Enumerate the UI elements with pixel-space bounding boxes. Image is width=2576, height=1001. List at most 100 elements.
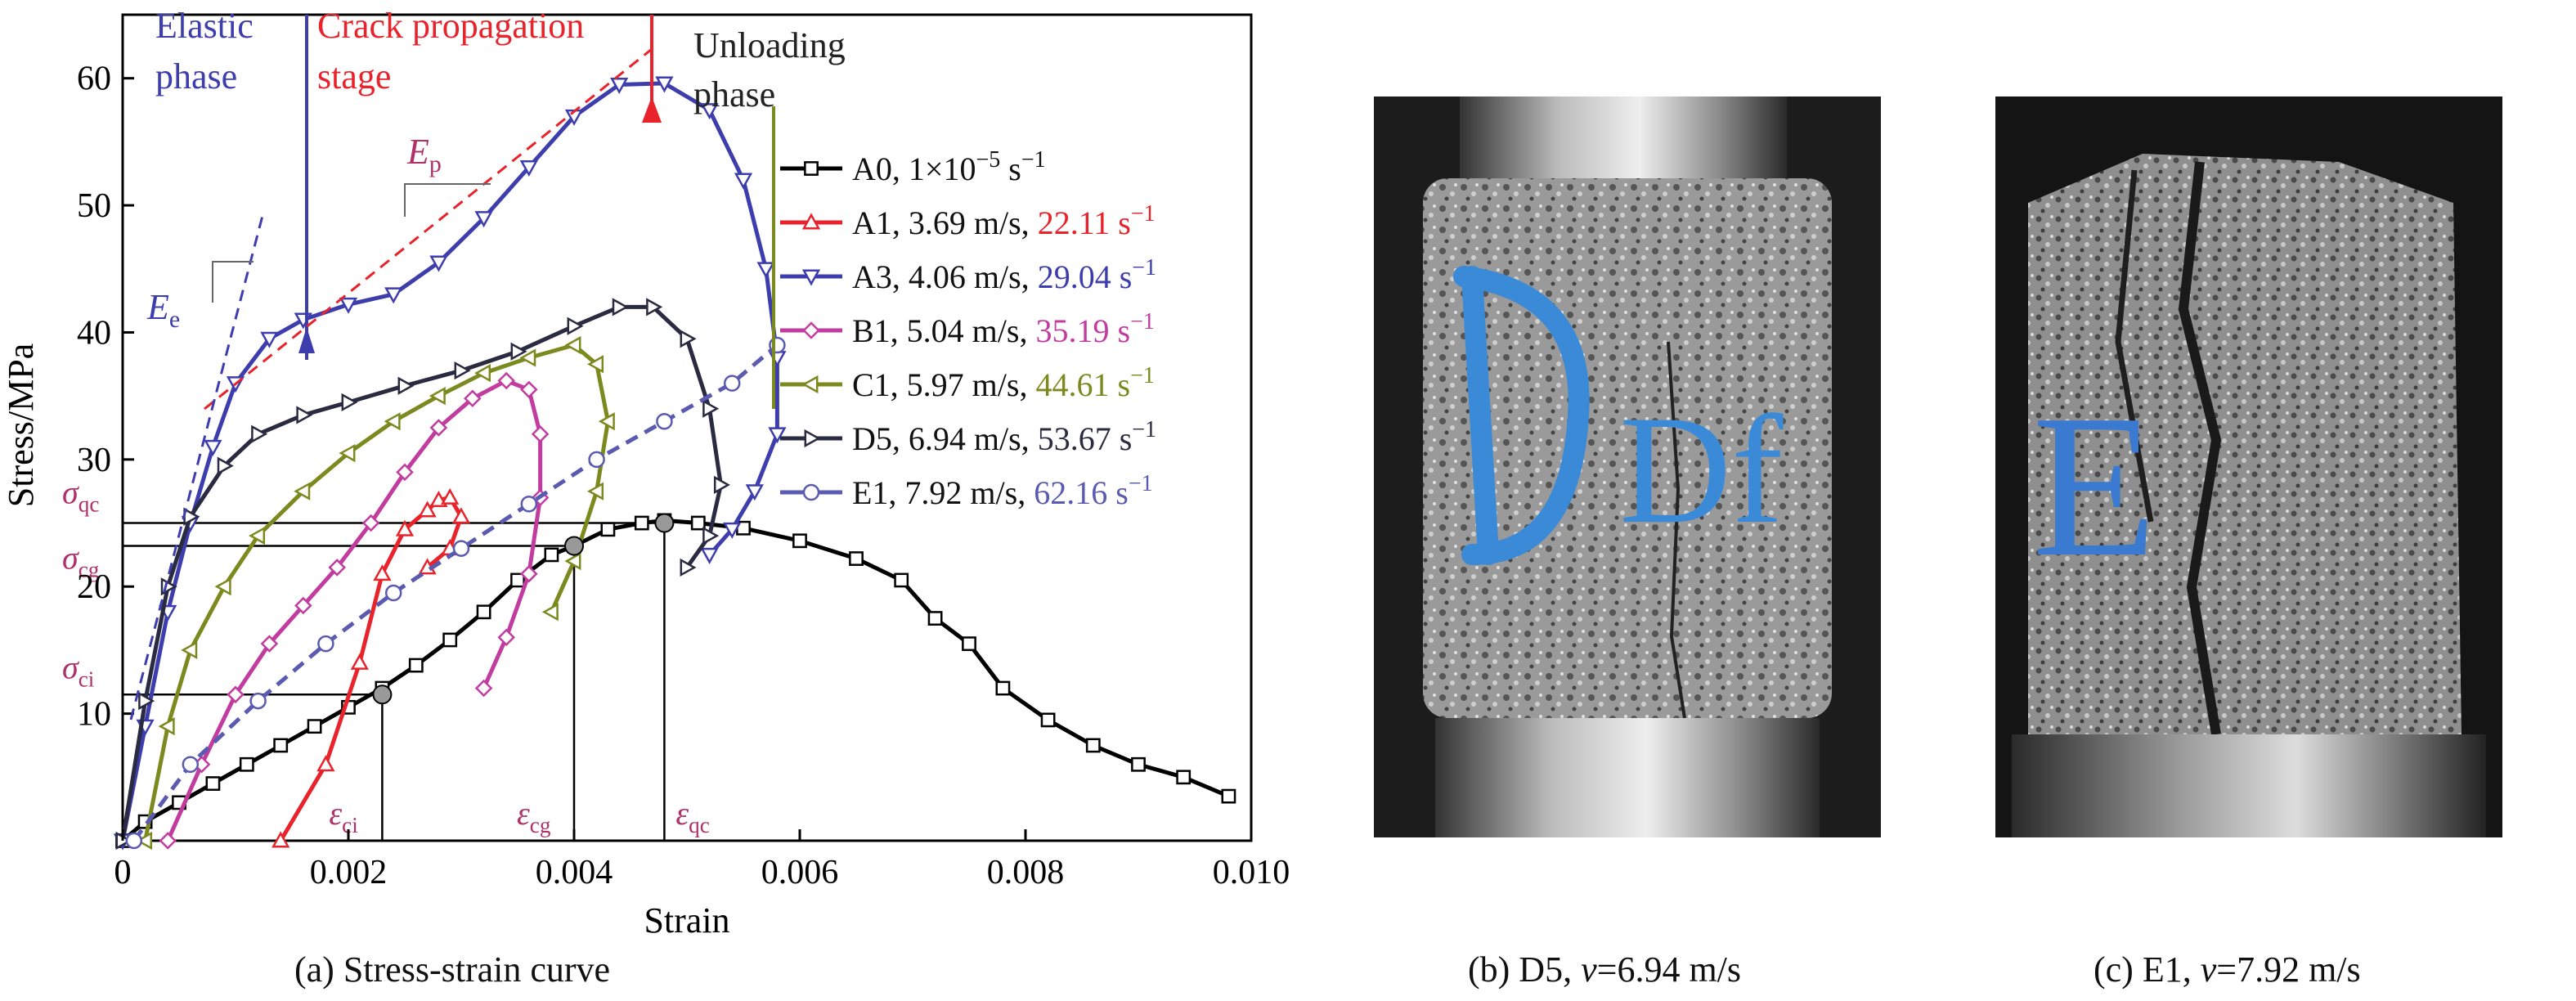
series-6 [115,298,730,851]
data-point [397,376,415,395]
sigma-cg-label: σcg [62,540,100,582]
data-point [396,463,414,482]
legend-item-6: D5, 6.94 m/s, 53.67 s−1 [780,417,1156,457]
y-axis-label: Stress/MPa [1,343,41,507]
legend-swatch-marker [801,375,819,394]
data-point [294,482,311,500]
data-point [239,756,254,772]
data-point [249,526,266,545]
plot-frame [121,13,1253,842]
data-point [531,425,550,443]
data-point [339,297,358,314]
data-point [249,692,267,710]
data-point [894,572,909,588]
data-point [341,393,358,412]
data-point [214,577,231,596]
series-5 [136,335,615,851]
data-point [296,406,313,424]
legend-item-4: B1, 5.04 m/s, 35.19 s−1 [780,309,1155,349]
data-point [251,424,268,443]
data-point [441,487,460,505]
series-line [132,343,779,842]
ep-tangent [204,47,653,411]
arrow-crack [642,97,662,123]
ee-slope-mark [212,261,254,303]
ee-tangent [129,212,265,720]
data-point [713,475,730,495]
data-point [588,451,605,469]
legend-swatch-marker [801,213,821,230]
legend-swatch-marker [804,161,819,176]
data-point [520,564,538,583]
data-point [1085,738,1101,753]
caption-b: (b) D5, v=6.94 m/s [1468,949,1741,990]
data-point [564,552,581,571]
series-2 [272,487,471,848]
legend: A0, 1×10−5 s−1 A1, 3.69 m/s, 22.11 s−1 A3,… [780,147,1156,511]
annot-elastic-1: Elastic [155,6,254,46]
data-point [646,298,663,316]
data-point [723,522,742,539]
legend-swatch-marker [801,269,821,286]
series-line [120,81,779,842]
data-point [849,551,864,566]
data-point [464,389,482,408]
data-point [138,691,155,711]
data-point [328,559,346,577]
ee-label: Ee [146,287,180,333]
legend-item-1: A0, 1×10−5 s−1 [780,147,1046,187]
data-point [702,399,720,418]
series-layer [113,76,1236,851]
data-point [474,364,491,383]
data-point [700,103,719,120]
data-point [544,547,559,563]
data-point [350,653,369,670]
legend-label: A0, 1×10−5 s−1 [852,147,1046,187]
data-point [474,211,493,228]
data-point [519,160,538,177]
data-point [429,387,446,406]
caption-c-suffix: =7.92 m/s [2216,949,2361,990]
legend-item-2: A1, 3.69 m/s, 22.11 s−1 [780,201,1156,241]
data-point [567,316,584,335]
x-axis-label: Strain [644,900,729,940]
annot-unloading-1: Unloading [693,25,846,65]
series-1 [115,513,1236,848]
eps-cg-label: εcg [517,795,551,837]
data-point [227,685,245,704]
data-point [927,611,943,626]
data-point [510,572,525,588]
photo-d5-marking: Df [1619,384,1784,556]
data-point [125,832,143,850]
y-tick-label: 60 [77,61,111,98]
x-tick-label: 0.002 [310,854,388,891]
annotations-layer: Elastic phase Crack propagation stage Unload… [129,6,846,720]
series-4 [159,371,550,850]
data-point [384,584,402,602]
data-point [510,342,527,361]
data-point [1131,756,1146,772]
legend-label: C1, 5.97 m/s, 44.61 s−1 [852,363,1155,403]
reference-lines: σqc σcg σci εci εcg εqc [62,474,710,841]
x-tick-label: 0 [114,854,132,891]
data-point [272,831,290,848]
ep-slope-mark [404,183,491,217]
y-tick-label: 50 [77,187,111,225]
y-tick-label-zero: 0 [114,854,132,891]
legend-item-7: E1, 7.92 m/s, 62.16 s−1 [780,471,1153,511]
data-point [339,443,356,463]
data-point [520,380,538,399]
data-point [204,439,222,456]
data-point [610,78,629,95]
data-point [745,484,764,501]
data-point [598,412,615,431]
photo-e1-image: E [1995,97,2502,837]
data-point [454,361,471,380]
legend-label: E1, 7.92 m/s, 62.16 s−1 [852,471,1153,511]
key-point [564,536,584,556]
data-point [519,348,536,367]
data-point [756,262,775,279]
key-point [372,685,393,705]
